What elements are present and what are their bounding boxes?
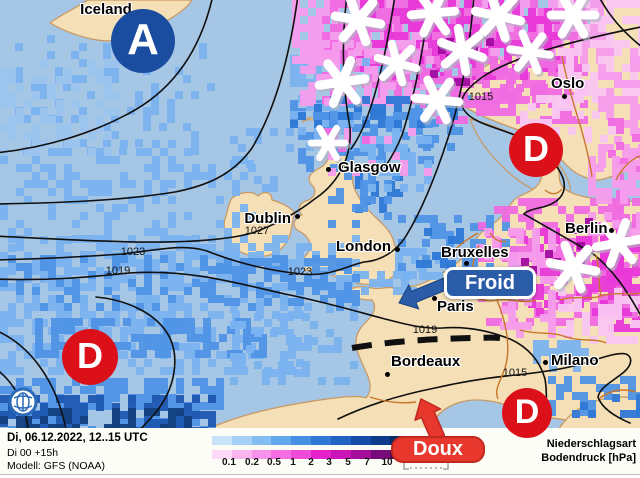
- info-bar: Di, 06.12.2022, 12..15 UTC Di 00 +15h Mo…: [0, 428, 640, 474]
- cold-air-label: Froid: [444, 267, 536, 299]
- border-layer: [369, 55, 640, 404]
- legend-param-name: Niederschlagsart: [546, 438, 636, 450]
- snowflake-icon: [338, 0, 378, 43]
- isobar-label: 1019: [412, 324, 438, 336]
- run-info: Di 00 +15h: [7, 447, 59, 459]
- legend-tick: 1: [290, 457, 296, 468]
- snowflake-icon: [328, 56, 356, 108]
- legend-tick: 0.1: [222, 457, 236, 468]
- isobar-label: 1015: [502, 367, 528, 379]
- city-label-dublin: Dublin: [244, 210, 291, 227]
- low-pressure-symbol: D: [62, 329, 118, 385]
- isobar-layer: [0, 0, 640, 428]
- isobar-label: 1027: [244, 225, 270, 237]
- snowflake-icon: [378, 44, 416, 82]
- city-label-glasgow: Glasgow: [338, 159, 401, 176]
- model-info: Modell: GFS (NOAA): [7, 460, 106, 472]
- city-label-paris: Paris: [437, 298, 474, 315]
- legend-tick: 0.2: [245, 457, 259, 468]
- city-dot-london: [395, 247, 400, 252]
- legend-tick: 5: [345, 457, 351, 468]
- snowflake-icon: [478, 0, 518, 38]
- city-dot-dublin: [295, 214, 300, 219]
- low-pressure-symbol: D: [502, 388, 552, 438]
- snowflake-icon: [553, 244, 593, 290]
- mild-air-label: Doux: [391, 436, 485, 463]
- snowflake-icon: [316, 124, 340, 162]
- high-pressure-symbol: A: [111, 9, 175, 73]
- legend-tick: 0.5: [267, 457, 281, 468]
- legend-tick: 7: [364, 457, 370, 468]
- city-label-berlin: Berlin: [565, 220, 608, 237]
- divider: [0, 474, 640, 475]
- city-label-bordeaux: Bordeaux: [391, 353, 461, 370]
- snowflake-icon: [513, 32, 547, 72]
- region-label-iceland: Iceland: [80, 1, 132, 18]
- snowflake-layer: [307, 0, 640, 296]
- snowflake-icon: [440, 31, 484, 69]
- low-pressure-symbol: D: [509, 123, 563, 177]
- legend-tick: 2: [308, 457, 314, 468]
- isobar-label: 1023: [120, 246, 146, 258]
- city-label-milano: Milano: [551, 352, 599, 369]
- city-label-bruxelles: Bruxelles: [441, 244, 509, 261]
- legend-tick: 3: [326, 457, 332, 468]
- snowflake-icon: [557, 0, 587, 39]
- city-label-oslo: Oslo: [551, 75, 585, 92]
- city-dot-bruxelles: [464, 261, 469, 266]
- legend-param-unit: Bodendruck [hPa]: [541, 452, 636, 464]
- city-dot-milano: [543, 360, 548, 365]
- city-dot-oslo: [562, 94, 567, 99]
- city-dot-berlin: [609, 228, 614, 233]
- site-logo-icon: [8, 387, 38, 417]
- front-dashed-line: [351, 334, 501, 351]
- isobar-label: 1015: [468, 91, 494, 103]
- isobar-label: 1023: [287, 266, 313, 278]
- snowflake-icon: [419, 0, 444, 38]
- legend-tick: 10: [381, 457, 393, 468]
- valid-time: Di, 06.12.2022, 12..15 UTC: [7, 432, 148, 444]
- city-dot-bordeaux: [385, 372, 390, 377]
- isobar-label: 1019: [105, 265, 131, 277]
- city-dot-glasgow: [326, 167, 331, 172]
- snowflake-icon: [419, 77, 455, 123]
- snowflake-icon: [606, 217, 630, 269]
- city-label-london: London: [336, 238, 391, 255]
